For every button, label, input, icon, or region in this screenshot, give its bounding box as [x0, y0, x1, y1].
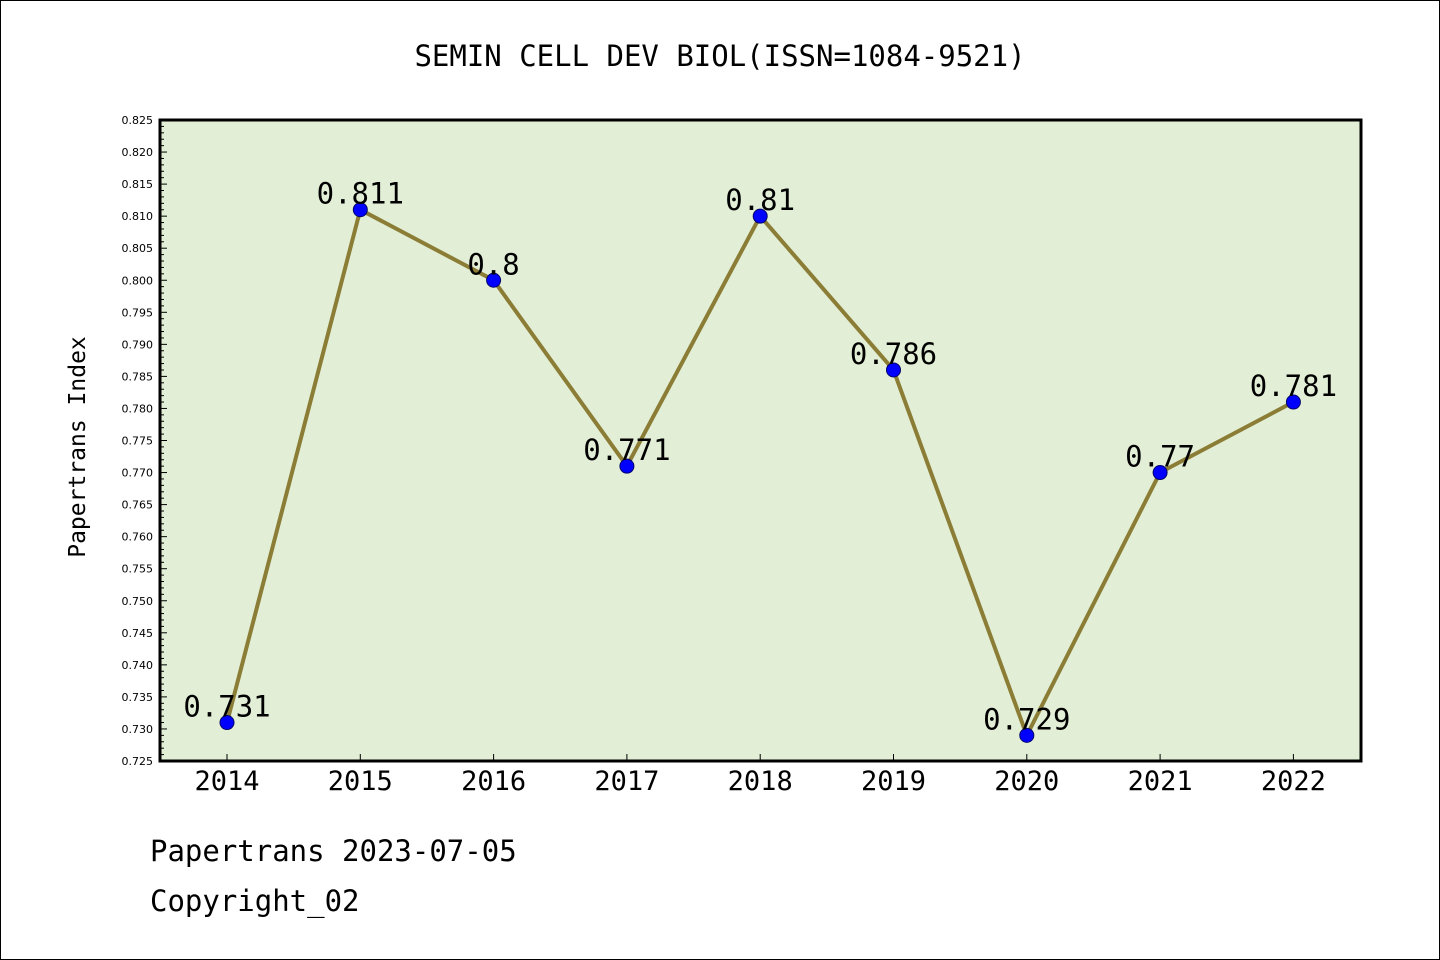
y-tick-label: 0.815 [122, 178, 154, 191]
y-tick-label: 0.750 [122, 595, 154, 608]
data-point [352, 202, 368, 218]
x-axis-ticks: 2014 2015 2016 2017 2018 2019 2020 2021 2022 [194, 754, 1326, 797]
chart-title: SEMIN CELL DEV BIOL(ISSN=1084-9521) [414, 39, 1025, 73]
y-tick-label: 0.775 [122, 435, 154, 448]
y-tick-label: 0.740 [122, 659, 154, 672]
x-tick-label: 2015 [328, 766, 393, 797]
y-tick-label: 0.730 [122, 723, 154, 736]
y-tick-label: 0.825 [122, 114, 154, 127]
y-tick-label: 0.800 [122, 274, 154, 287]
data-label: 0.771 [583, 433, 670, 467]
series-layer [219, 202, 1301, 743]
y-tick-label: 0.790 [122, 338, 154, 351]
data-label: 0.81 [725, 183, 795, 217]
x-tick-label: 2021 [1128, 766, 1193, 797]
y-tick-label: 0.745 [122, 627, 154, 640]
data-point [486, 272, 502, 288]
data-point [752, 208, 768, 224]
y-tick-label: 0.795 [122, 306, 154, 319]
y-axis-ticks: 0.725 0.730 0.735 0.740 0.745 0.750 0.755 0.760… [122, 114, 167, 768]
data-label: 0.786 [850, 337, 937, 371]
y-tick-label: 0.770 [122, 467, 154, 480]
data-point [1152, 465, 1168, 481]
footer-date: Papertrans 2023-07-05 [150, 834, 517, 868]
data-point [1285, 394, 1301, 410]
y-tick-label: 0.760 [122, 531, 154, 544]
y-tick-label: 0.735 [122, 691, 154, 704]
x-tick-label: 2022 [1261, 766, 1326, 797]
data-labels-layer: 0.731 0.811 0.8 0.771 0.81 0.786 0.729 0.77 0.78… [183, 177, 1337, 737]
x-tick-label: 2020 [994, 766, 1059, 797]
data-point [219, 715, 235, 731]
x-tick-label: 2018 [728, 766, 793, 797]
x-tick-label: 2014 [194, 766, 259, 797]
y-tick-label: 0.810 [122, 210, 154, 223]
data-point [619, 458, 635, 474]
y-tick-label: 0.785 [122, 370, 154, 383]
data-label: 0.811 [317, 177, 404, 211]
data-label: 0.8 [467, 247, 519, 281]
y-tick-label: 0.780 [122, 402, 154, 415]
y-tick-label: 0.820 [122, 146, 154, 159]
data-label: 0.781 [1250, 369, 1337, 403]
y-tick-label: 0.765 [122, 499, 154, 512]
footer-copyright: Copyright_02 [150, 884, 360, 918]
data-label: 0.77 [1125, 440, 1195, 474]
y-tick-label: 0.725 [122, 755, 154, 768]
x-tick-label: 2016 [461, 766, 526, 797]
data-point [886, 362, 901, 378]
y-tick-label: 0.805 [122, 242, 154, 255]
x-tick-label: 2019 [861, 766, 926, 797]
data-label: 0.729 [983, 702, 1070, 736]
data-point [1019, 727, 1035, 743]
y-axis-label: Papertrans Index [65, 336, 91, 558]
x-tick-label: 2017 [594, 766, 659, 797]
y-tick-label: 0.755 [122, 563, 154, 576]
data-label: 0.731 [183, 690, 270, 724]
plot-area [158, 118, 1363, 763]
